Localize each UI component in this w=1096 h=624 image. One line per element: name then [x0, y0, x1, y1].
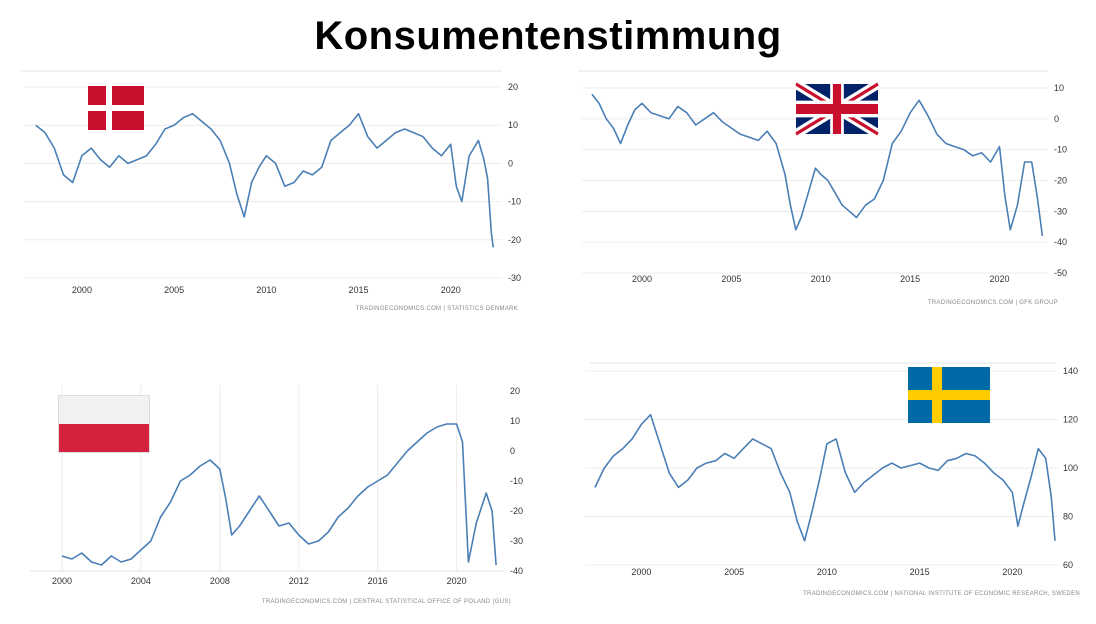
x-tick-labels: 2000 2004 2008 2012 2016 2020: [52, 576, 467, 586]
x-tick-label: 2005: [721, 274, 741, 284]
x-tick-label: 2015: [900, 274, 920, 284]
chart-source: TRADINGECONOMICS.COM | STATISTICS DENMAR…: [356, 306, 518, 312]
chart-panel-denmark: 20 10 0 -10 -20 -30 2000 2005 2010 2015 2020 TRAD…: [20, 70, 540, 320]
x-tick-label: 2020: [990, 274, 1010, 284]
y-tick-label: 10: [508, 120, 518, 130]
x-tick-label: 2000: [632, 274, 652, 284]
y-tick-label: 10: [1054, 83, 1064, 93]
y-tick-label: -30: [508, 273, 521, 283]
y-tick-label: 20: [508, 82, 518, 92]
page-title: Konsumentenstimmung: [314, 14, 782, 58]
y-tick-label: 140: [1063, 366, 1078, 376]
x-tick-label: 2020: [441, 285, 461, 295]
x-tick-labels: 2000 2005 2010 2015 2020: [72, 285, 461, 295]
y-tick-label: 0: [508, 158, 513, 168]
series-line: [61, 423, 497, 566]
y-tick-label: -30: [510, 536, 523, 546]
y-tick-label: -50: [1054, 268, 1067, 278]
x-tick-label: 2016: [368, 576, 388, 586]
y-tick-labels: 20 10 0 -10 -20 -30: [508, 82, 521, 283]
x-tick-label: 2000: [52, 576, 72, 586]
y-tick-labels: 20 10 0 -10 -20 -30 -40: [510, 386, 523, 576]
y-tick-labels: 140 120 100 80 60: [1063, 366, 1078, 570]
chart-source: TRADINGECONOMICS.COM | GFK GROUP: [928, 300, 1058, 306]
y-tick-label: 80: [1063, 512, 1073, 522]
y-tick-label: -10: [508, 197, 521, 207]
x-tick-label: 2012: [289, 576, 309, 586]
y-tick-label: 100: [1063, 463, 1078, 473]
y-tick-label: -20: [510, 506, 523, 516]
x-tick-label: 2004: [131, 576, 151, 586]
y-tick-label: 10: [510, 416, 520, 426]
y-tick-label: -10: [510, 476, 523, 486]
chart-sweden: 140 120 100 80 60 2000 2005 2010 2015 2020 TRADI…: [585, 362, 1080, 597]
y-tick-label: 120: [1063, 415, 1078, 425]
x-tick-label: 2010: [256, 285, 276, 295]
x-tick-label: 2008: [210, 576, 230, 586]
y-tick-label: -20: [1054, 176, 1067, 186]
y-tick-label: 20: [510, 386, 520, 396]
y-tick-label: 0: [1054, 114, 1059, 124]
y-tick-label: -40: [510, 566, 523, 576]
y-tick-label: -20: [508, 235, 521, 245]
series-line: [35, 112, 494, 248]
x-tick-label: 2000: [631, 567, 651, 577]
y-tick-label: -40: [1054, 237, 1067, 247]
x-tick-label: 2010: [817, 567, 837, 577]
chart-source: TRADINGECONOMICS.COM | NATIONAL INSTITUT…: [803, 591, 1080, 597]
x-tick-label: 2005: [724, 567, 744, 577]
chart-panel-united-kingdom: 10 0 -10 -20 -30 -40 -50 2000 2005 2010 2015 2020 …: [578, 70, 1078, 320]
chart-source: TRADINGECONOMICS.COM | CENTRAL STATISTIC…: [262, 599, 511, 605]
x-tick-label: 2020: [1002, 567, 1022, 577]
x-tick-labels: 2000 2005 2010 2015 2020: [631, 567, 1022, 577]
x-tick-labels: 2000 2005 2010 2015 2020: [632, 274, 1010, 284]
chart-panel-sweden: 140 120 100 80 60 2000 2005 2010 2015 2020 TRADI…: [585, 362, 1080, 602]
x-tick-label: 2010: [811, 274, 831, 284]
x-tick-label: 2020: [447, 576, 467, 586]
x-tick-label: 2005: [164, 285, 184, 295]
x-tick-label: 2015: [910, 567, 930, 577]
x-tick-label: 2015: [349, 285, 369, 295]
y-tick-labels: 10 0 -10 -20 -30 -40 -50: [1054, 83, 1067, 278]
y-tick-label: 0: [510, 446, 515, 456]
y-tick-label: -10: [1054, 145, 1067, 155]
y-tick-label: -30: [1054, 206, 1067, 216]
chart-panel-poland: 20 10 0 -10 -20 -30 -40 2000 2004 2008 2012 2016 20…: [30, 385, 530, 615]
y-tick-label: 60: [1063, 560, 1073, 570]
series-line: [594, 413, 1056, 542]
series-line: [591, 93, 1044, 237]
x-tick-label: 2000: [72, 285, 92, 295]
